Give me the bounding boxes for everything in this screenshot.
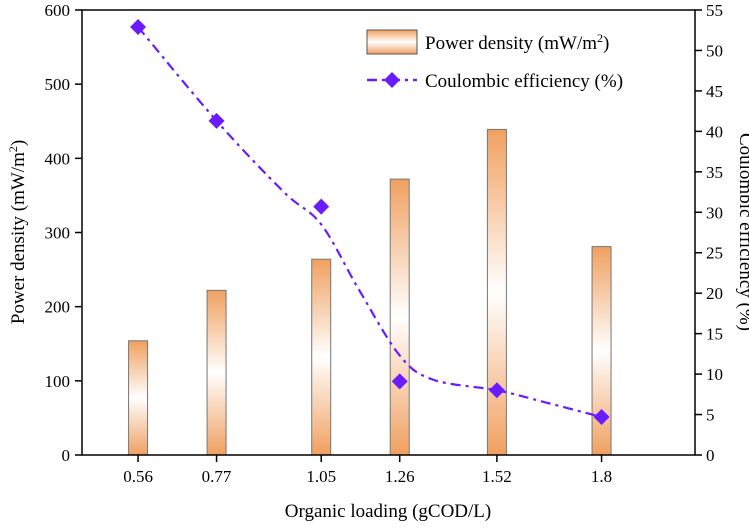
y-left-tick-label: 500 [45, 75, 71, 94]
point-coulombic-efficiency [208, 112, 225, 129]
y-left-tick-label: 0 [62, 446, 71, 465]
legend-label-power-density: Power density (mW/m2) [425, 31, 609, 54]
x-tick-label: 0.77 [202, 467, 232, 486]
x-tick-label: 1.26 [385, 467, 415, 486]
legend: Power density (mW/m2) Coulombic efficien… [366, 29, 623, 92]
y-right-tick-label: 50 [706, 41, 723, 60]
y-right-tick-label: 35 [706, 163, 723, 182]
bar-power-density [206, 289, 227, 456]
y-right-tick-label: 0 [706, 446, 715, 465]
y-left-tick-label: 300 [45, 224, 71, 243]
bar-power-density [486, 128, 507, 456]
x-tick-label: 1.8 [591, 467, 612, 486]
point-coulombic-efficiency [130, 18, 147, 35]
x-axis-label: Organic loading (gCOD/L) [285, 501, 492, 522]
y-right-tick-label: 30 [706, 203, 723, 222]
x-tick-label: 1.05 [306, 467, 336, 486]
y-left-tick-label: 200 [45, 298, 71, 317]
point-coulombic-efficiency [313, 198, 330, 215]
bar-power-density [389, 178, 410, 456]
point-coulombic-efficiency [593, 408, 610, 425]
point-coulombic-efficiency [488, 382, 505, 399]
y-left-tick-label: 100 [45, 372, 71, 391]
y-right-tick-label: 15 [706, 325, 723, 344]
y-right-tick-label: 25 [706, 244, 723, 263]
legend-diamond-marker [384, 72, 400, 88]
coulombic-efficiency-fit-line [137, 26, 602, 419]
y-right-tick-label: 40 [706, 122, 723, 141]
y-right-tick-label: 5 [706, 406, 715, 425]
legend-label-coulombic-efficiency: Coulombic efficiency (%) [425, 71, 623, 92]
y-right-tick-label: 10 [706, 365, 723, 384]
x-tick-label: 1.52 [482, 467, 512, 486]
x-tick-label: 0.56 [123, 467, 153, 486]
y-left-axis-label: Power density (mW/m2) [6, 140, 29, 324]
legend-bar-swatch [366, 29, 418, 55]
bar-power-density [311, 258, 332, 456]
y-left-tick-label: 600 [45, 1, 71, 20]
y-right-axis-label: Coulombic efficiency (%) [735, 133, 749, 331]
y-right-tick-label: 55 [706, 1, 723, 20]
y-right-tick-label: 20 [706, 284, 723, 303]
y-left-tick-label: 400 [45, 149, 71, 168]
y-right-tick-label: 45 [706, 82, 723, 101]
point-coulombic-efficiency [391, 373, 408, 390]
bar-power-density [128, 340, 149, 456]
